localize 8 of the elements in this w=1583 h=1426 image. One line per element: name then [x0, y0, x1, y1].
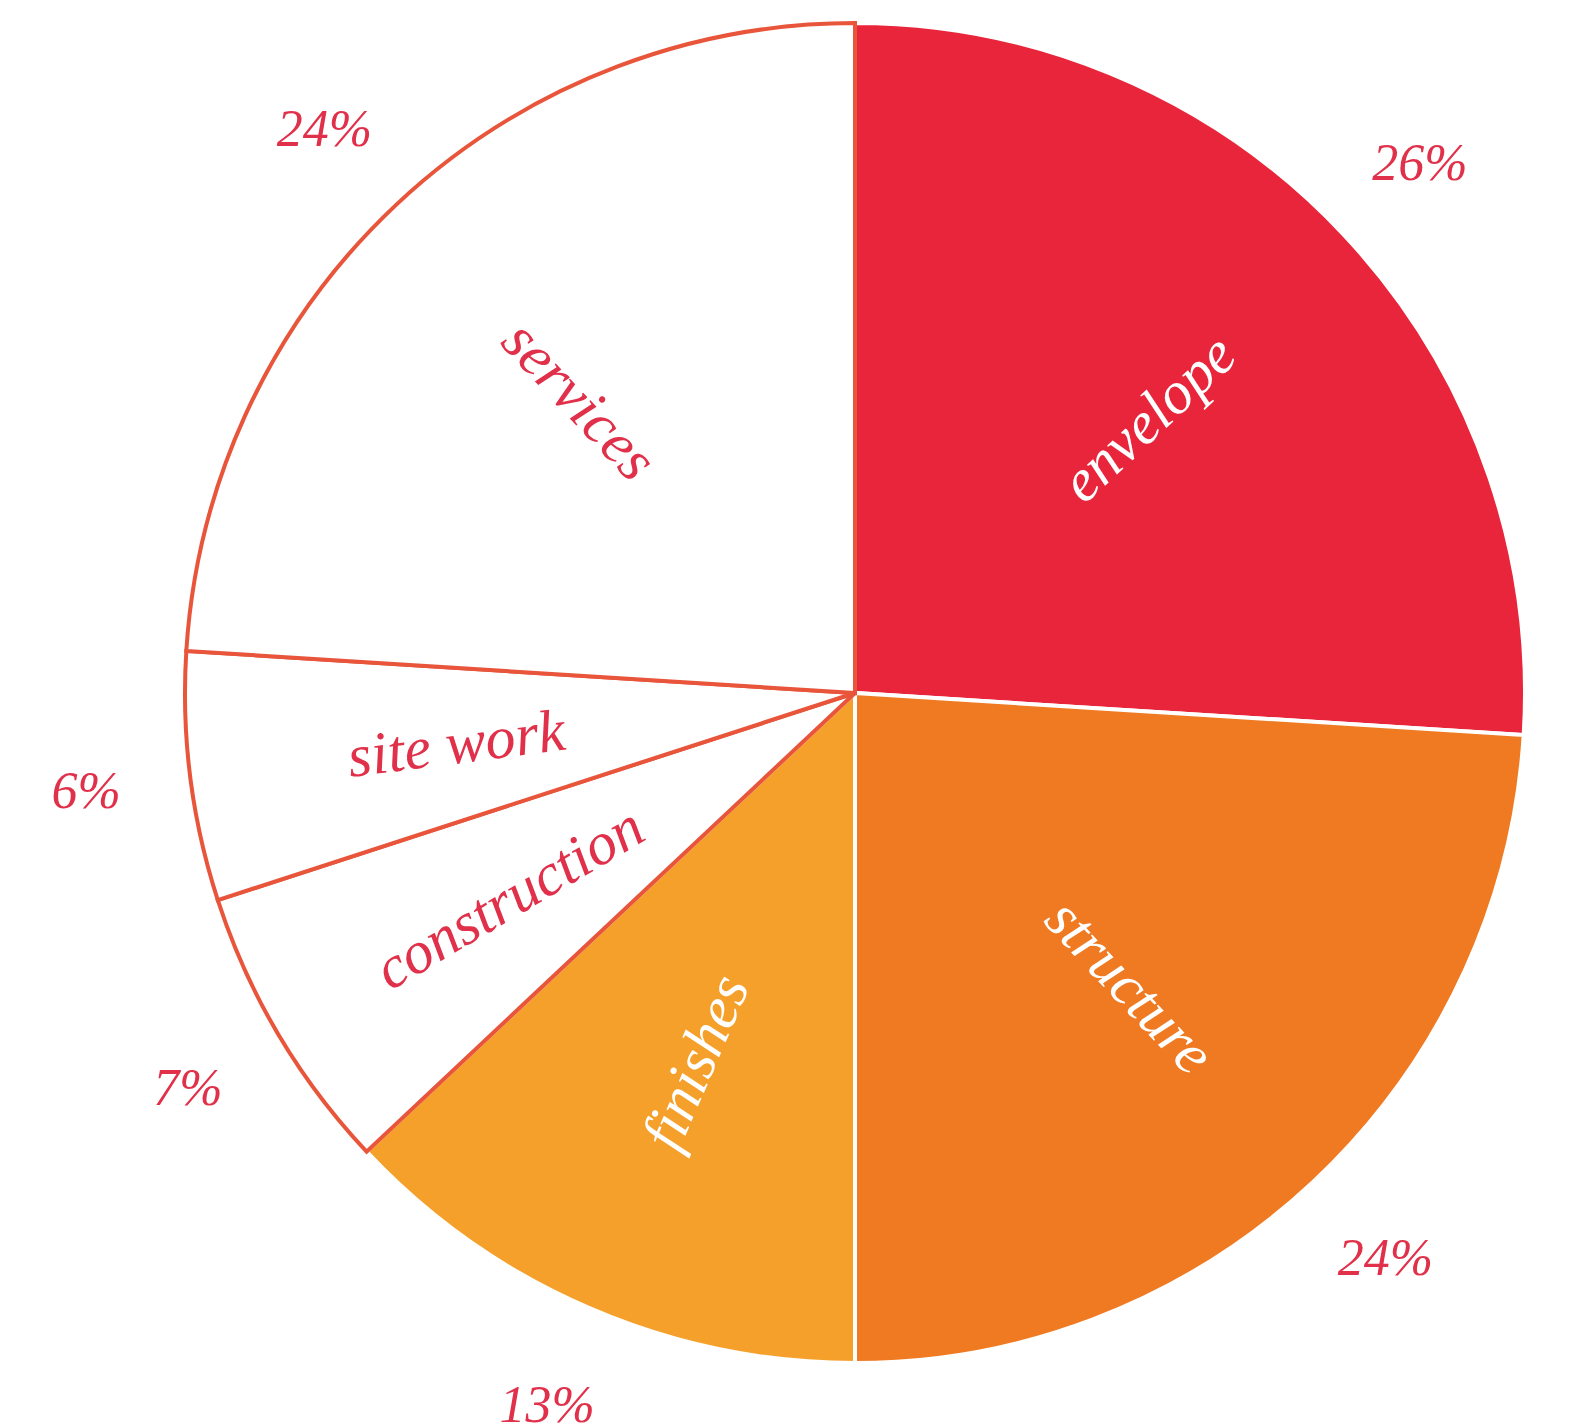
data-label: 26% — [1372, 133, 1468, 191]
data-label: 7% — [153, 1059, 223, 1117]
slice-label: site work — [343, 696, 570, 790]
data-label: 24% — [1337, 1229, 1434, 1287]
slice-label: finishes — [628, 964, 763, 1160]
data-label: 24% — [276, 99, 373, 157]
data-label: 13% — [499, 1375, 595, 1426]
data-label: 6% — [51, 761, 121, 819]
